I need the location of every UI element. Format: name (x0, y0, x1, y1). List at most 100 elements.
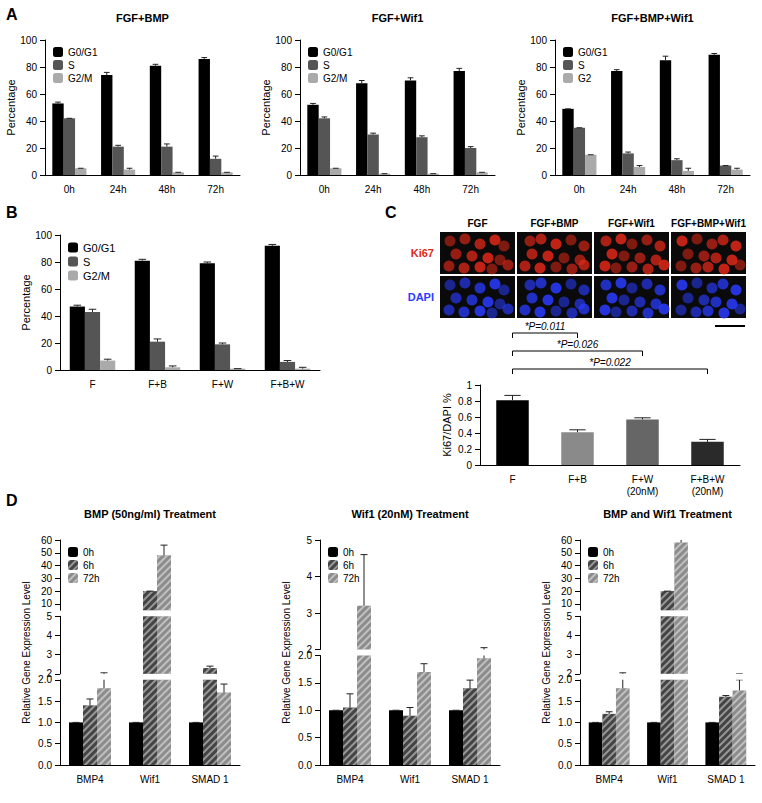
svg-text:S: S (323, 60, 330, 71)
svg-text:24h: 24h (110, 184, 127, 195)
svg-text:0h: 0h (319, 184, 330, 195)
svg-text:10: 10 (41, 598, 53, 609)
svg-text:48h: 48h (159, 184, 176, 195)
svg-text:40: 40 (41, 311, 53, 322)
svg-text:1: 1 (466, 380, 472, 391)
svg-text:G2/M: G2/M (83, 270, 110, 282)
svg-text:20: 20 (41, 338, 53, 349)
svg-text:BMP (50ng/ml) Treatment: BMP (50ng/ml) Treatment (84, 508, 216, 520)
svg-text:1.0: 1.0 (38, 717, 52, 728)
svg-text:24h: 24h (620, 184, 637, 195)
svg-text:S: S (83, 256, 90, 268)
svg-text:F+B: F+B (148, 379, 167, 390)
svg-text:FGF+Wif1: FGF+Wif1 (608, 218, 655, 229)
svg-text:72h: 72h (343, 573, 360, 584)
svg-text:0.5: 0.5 (298, 732, 312, 743)
svg-text:BMP and Wif1 Treatment: BMP and Wif1 Treatment (603, 508, 732, 520)
svg-text:40: 40 (41, 560, 53, 571)
svg-text:DAPI: DAPI (408, 291, 434, 303)
svg-text:1.0: 1.0 (558, 717, 572, 728)
svg-text:0: 0 (541, 170, 547, 181)
svg-text:72h: 72h (717, 184, 734, 195)
svg-text:G0/G1: G0/G1 (578, 47, 608, 58)
svg-text:72h: 72h (462, 184, 479, 195)
svg-text:50: 50 (561, 547, 573, 558)
svg-text:Percentage: Percentage (5, 79, 17, 135)
svg-text:BMP4: BMP4 (596, 774, 624, 785)
svg-text:BMP4: BMP4 (76, 774, 104, 785)
svg-text:SMAD 1: SMAD 1 (707, 774, 745, 785)
svg-text:0.2: 0.2 (458, 444, 472, 455)
svg-text:40: 40 (561, 560, 573, 571)
svg-text:60: 60 (26, 89, 38, 100)
svg-text:D: D (6, 492, 18, 509)
svg-text:0.0: 0.0 (558, 760, 572, 771)
svg-text:100: 100 (530, 35, 547, 46)
svg-text:0: 0 (286, 170, 292, 181)
svg-text:FGF+BMP+Wif1: FGF+BMP+Wif1 (611, 12, 693, 24)
svg-text:Percentage: Percentage (515, 79, 527, 135)
svg-text:72h: 72h (207, 184, 224, 195)
svg-text:(20nM): (20nM) (627, 486, 659, 497)
svg-text:F: F (509, 474, 515, 485)
svg-text:Wif1: Wif1 (140, 774, 160, 785)
svg-text:30: 30 (561, 573, 573, 584)
svg-text:0h: 0h (64, 184, 75, 195)
svg-text:C: C (385, 204, 397, 221)
svg-text:24h: 24h (365, 184, 382, 195)
svg-text:3: 3 (46, 649, 52, 660)
svg-text:F: F (89, 379, 95, 390)
svg-text:0.5: 0.5 (558, 738, 572, 749)
svg-text:F+W: F+W (212, 379, 234, 390)
svg-text:60: 60 (536, 89, 548, 100)
svg-text:0.5: 0.5 (38, 738, 52, 749)
svg-text:Ki67/DAPI %: Ki67/DAPI % (441, 393, 453, 457)
svg-text:80: 80 (41, 257, 53, 268)
svg-text:48h: 48h (669, 184, 686, 195)
svg-text:1.0: 1.0 (298, 705, 312, 716)
svg-text:5: 5 (46, 611, 52, 622)
svg-text:4: 4 (566, 630, 572, 641)
svg-text:40: 40 (26, 116, 38, 127)
svg-text:6h: 6h (603, 560, 614, 571)
svg-text:20: 20 (26, 143, 38, 154)
svg-text:FGF+BMP+Wif1: FGF+BMP+Wif1 (671, 218, 746, 229)
svg-text:A: A (6, 6, 18, 23)
svg-text:100: 100 (275, 35, 292, 46)
svg-text:Wif1: Wif1 (658, 774, 678, 785)
svg-text:3: 3 (566, 649, 572, 660)
svg-text:3: 3 (306, 608, 312, 619)
svg-text:80: 80 (536, 62, 548, 73)
svg-text:0: 0 (46, 365, 52, 376)
svg-text:0.8: 0.8 (458, 396, 472, 407)
svg-text:SMAD 1: SMAD 1 (451, 774, 489, 785)
svg-text:Percentage: Percentage (260, 79, 272, 135)
svg-text:0h: 0h (574, 184, 585, 195)
svg-text:6h: 6h (83, 560, 94, 571)
svg-text:5: 5 (306, 535, 312, 546)
svg-text:F+W: F+W (632, 474, 654, 485)
svg-text:G2: G2 (578, 73, 592, 84)
svg-text:0: 0 (466, 460, 472, 471)
svg-text:40: 40 (536, 116, 548, 127)
svg-text:Relative Gene Expression Level: Relative Gene Expression Level (541, 581, 552, 723)
svg-text:80: 80 (26, 62, 38, 73)
svg-text:1.5: 1.5 (38, 696, 52, 707)
svg-text:10: 10 (561, 598, 573, 609)
svg-text:0h: 0h (603, 547, 614, 558)
svg-text:100: 100 (20, 35, 37, 46)
svg-text:Wif1 (20nM) Treatment: Wif1 (20nM) Treatment (351, 508, 469, 520)
svg-text:G0/G1: G0/G1 (83, 242, 115, 254)
svg-text:0h: 0h (343, 547, 354, 558)
svg-text:60: 60 (41, 535, 53, 546)
svg-text:50: 50 (41, 547, 53, 558)
svg-text:Relative Gene Expression Level: Relative Gene Expression Level (281, 581, 292, 723)
svg-text:60: 60 (281, 89, 293, 100)
svg-text:G0/G1: G0/G1 (323, 47, 353, 58)
svg-text:FGF+BMP: FGF+BMP (116, 12, 169, 24)
svg-text:S: S (578, 60, 585, 71)
svg-text:48h: 48h (414, 184, 431, 195)
svg-text:1.5: 1.5 (558, 696, 572, 707)
svg-text:F+B+W: F+B+W (691, 474, 725, 485)
svg-text:Relative Gene Expression Level: Relative Gene Expression Level (21, 581, 32, 723)
